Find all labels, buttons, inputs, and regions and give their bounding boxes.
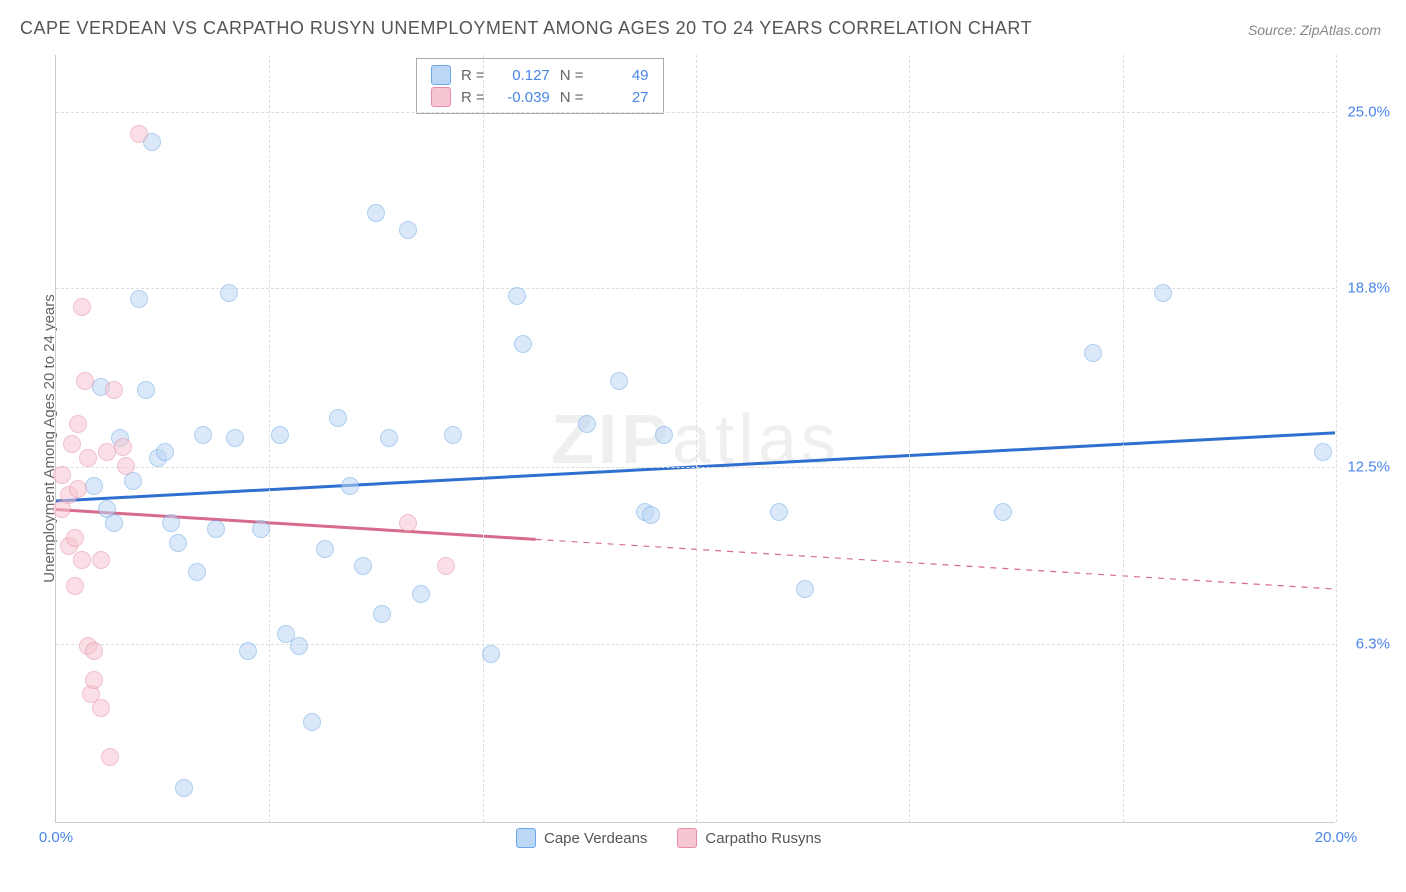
data-point: [69, 480, 87, 498]
data-point: [188, 563, 206, 581]
data-point: [341, 477, 359, 495]
scatter-plot: ZIPatlas R =0.127N =49R =-0.039N =27 Cap…: [55, 55, 1335, 823]
stat-label: R =: [461, 89, 485, 106]
data-point: [252, 520, 270, 538]
series-legend: Cape Verdeans Carpatho Rusyns: [516, 828, 821, 848]
series-legend-item: Cape Verdeans: [516, 828, 647, 848]
data-point: [303, 713, 321, 731]
r-value: 0.127: [495, 67, 550, 84]
data-point: [114, 438, 132, 456]
series-name: Carpatho Rusyns: [705, 830, 821, 847]
data-point: [105, 381, 123, 399]
stat-label: N =: [560, 67, 584, 84]
data-point: [117, 457, 135, 475]
data-point: [796, 580, 814, 598]
data-point: [412, 585, 430, 603]
data-point: [354, 557, 372, 575]
grid-line-v: [696, 55, 697, 822]
data-point: [1154, 284, 1172, 302]
data-point: [271, 426, 289, 444]
grid-line-v: [1123, 55, 1124, 822]
data-point: [610, 372, 628, 390]
data-point: [642, 506, 660, 524]
data-point: [85, 642, 103, 660]
chart-title: CAPE VERDEAN VS CARPATHO RUSYN UNEMPLOYM…: [20, 18, 1032, 39]
data-point: [66, 529, 84, 547]
data-point: [207, 520, 225, 538]
data-point: [130, 290, 148, 308]
data-point: [655, 426, 673, 444]
data-point: [169, 534, 187, 552]
data-point: [380, 429, 398, 447]
y-tick-label: 18.8%: [1347, 280, 1390, 297]
data-point: [508, 287, 526, 305]
grid-line-v: [483, 55, 484, 822]
n-value: 49: [594, 67, 649, 84]
source-attribution: Source: ZipAtlas.com: [1248, 22, 1381, 38]
grid-line-v: [909, 55, 910, 822]
correlation-legend: R = 0.127 N = 49 R = -0.039 N = 27: [416, 58, 664, 114]
legend-stat-row: R = 0.127 N = 49: [431, 65, 649, 85]
data-point: [290, 637, 308, 655]
legend-swatch: [677, 828, 697, 848]
data-point: [220, 284, 238, 302]
x-tick-label: 20.0%: [1315, 829, 1358, 846]
data-point: [76, 372, 94, 390]
trend-line-extrapolated: [536, 539, 1335, 589]
data-point: [399, 221, 417, 239]
stat-label: N =: [560, 89, 584, 106]
legend-swatch: [516, 828, 536, 848]
data-point: [85, 671, 103, 689]
data-point: [63, 435, 81, 453]
data-point: [514, 335, 532, 353]
legend-swatch: [431, 87, 451, 107]
data-point: [770, 503, 788, 521]
legend-swatch: [431, 65, 451, 85]
data-point: [444, 426, 462, 444]
series-name: Cape Verdeans: [544, 830, 647, 847]
data-point: [316, 540, 334, 558]
data-point: [92, 551, 110, 569]
data-point: [373, 605, 391, 623]
data-point: [85, 477, 103, 495]
data-point: [101, 748, 119, 766]
data-point: [53, 466, 71, 484]
data-point: [175, 779, 193, 797]
y-tick-label: 12.5%: [1347, 459, 1390, 476]
data-point: [79, 449, 97, 467]
y-tick-label: 25.0%: [1347, 103, 1390, 120]
data-point: [437, 557, 455, 575]
data-point: [994, 503, 1012, 521]
data-point: [156, 443, 174, 461]
data-point: [578, 415, 596, 433]
data-point: [73, 298, 91, 316]
data-point: [105, 514, 123, 532]
x-tick-label: 0.0%: [39, 829, 73, 846]
data-point: [329, 409, 347, 427]
data-point: [399, 514, 417, 532]
r-value: -0.039: [495, 89, 550, 106]
data-point: [73, 551, 91, 569]
data-point: [194, 426, 212, 444]
data-point: [130, 125, 148, 143]
series-legend-item: Carpatho Rusyns: [677, 828, 821, 848]
trend-line: [56, 510, 536, 540]
data-point: [69, 415, 87, 433]
data-point: [482, 645, 500, 663]
n-value: 27: [594, 89, 649, 106]
data-point: [1314, 443, 1332, 461]
data-point: [1084, 344, 1102, 362]
grid-line-v: [269, 55, 270, 822]
data-point: [367, 204, 385, 222]
data-point: [162, 514, 180, 532]
grid-line-v: [1336, 55, 1337, 822]
legend-stat-row: R = -0.039 N = 27: [431, 87, 649, 107]
data-point: [66, 577, 84, 595]
data-point: [226, 429, 244, 447]
data-point: [92, 699, 110, 717]
data-point: [137, 381, 155, 399]
stat-label: R =: [461, 67, 485, 84]
y-tick-label: 6.3%: [1356, 635, 1390, 652]
data-point: [239, 642, 257, 660]
